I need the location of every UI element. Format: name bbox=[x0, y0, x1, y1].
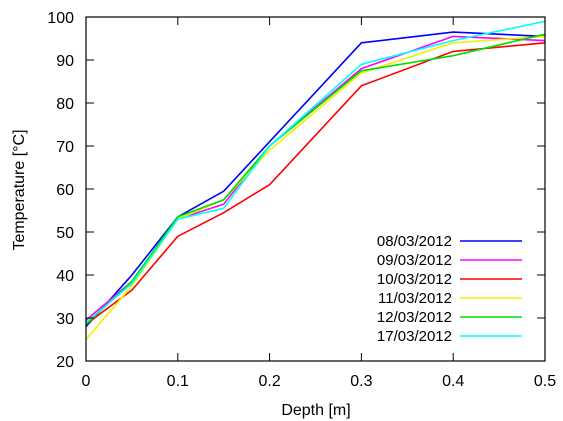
x-tick-label: 0 bbox=[82, 373, 91, 390]
x-tick-label: 0.1 bbox=[167, 373, 189, 390]
y-tick-label: 70 bbox=[56, 139, 74, 156]
series-line-1 bbox=[85, 35, 546, 321]
y-axis-label: Temperature [°C] bbox=[11, 129, 28, 250]
legend-label-4: 12/03/2012 bbox=[377, 309, 452, 326]
x-tick-label: 0.4 bbox=[442, 373, 464, 390]
y-tick-label: 60 bbox=[56, 182, 74, 199]
series-line-5 bbox=[85, 20, 546, 323]
legend-label-0: 08/03/2012 bbox=[377, 233, 452, 250]
axes: 0 0.1 0.2 0.3 0.4 0.5 20 30 40 50 60 70 80 90 100 bbox=[47, 10, 556, 390]
x-tick-label: 0.2 bbox=[258, 373, 280, 390]
y-tick-label: 30 bbox=[56, 311, 74, 328]
y-tick-label: 50 bbox=[56, 225, 74, 242]
y-tick-label: 90 bbox=[56, 53, 74, 70]
series-line-3 bbox=[85, 35, 546, 341]
legend-label-5: 17/03/2012 bbox=[377, 328, 452, 345]
legend-label-2: 10/03/2012 bbox=[377, 271, 452, 288]
series-line-2 bbox=[85, 42, 546, 326]
x-tick-label: 0.5 bbox=[534, 373, 556, 390]
legend-label-1: 09/03/2012 bbox=[377, 252, 452, 269]
plot-frame bbox=[85, 16, 546, 362]
plot-area bbox=[85, 20, 546, 341]
series-line-0 bbox=[85, 31, 546, 328]
y-tick-label: 40 bbox=[56, 268, 74, 285]
y-tick-label: 80 bbox=[56, 96, 74, 113]
series-line-4 bbox=[85, 33, 546, 325]
y-tick-label: 20 bbox=[56, 354, 74, 371]
x-tick-label: 0.3 bbox=[350, 373, 372, 390]
y-tick-label: 100 bbox=[47, 10, 74, 27]
legend: 08/03/2012 09/03/2012 10/03/2012 11/03/2012… bbox=[377, 233, 522, 345]
legend-label-3: 11/03/2012 bbox=[378, 290, 452, 307]
x-axis-label: Depth [m] bbox=[281, 402, 350, 419]
